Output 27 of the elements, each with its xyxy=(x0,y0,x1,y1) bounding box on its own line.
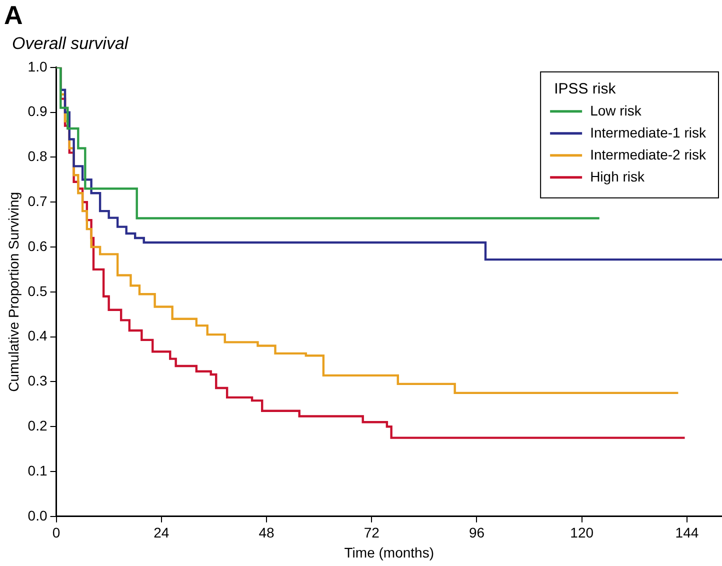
legend-label: Intermediate-2 risk xyxy=(590,146,707,162)
chart-title: Overall survival xyxy=(12,34,128,54)
y-tick-label: 0.7 xyxy=(28,192,48,209)
y-tick-label: 1.0 xyxy=(28,58,48,74)
y-tick-label: 0.8 xyxy=(28,148,48,164)
x-axis-title: Time (months) xyxy=(344,544,434,560)
legend-label: High risk xyxy=(590,168,646,184)
x-tick-label: 96 xyxy=(468,524,485,541)
y-tick-label: 0.0 xyxy=(28,507,48,524)
y-tick-label: 0.4 xyxy=(28,328,48,344)
legend-label: Intermediate-1 risk xyxy=(590,124,707,140)
text: A xyxy=(4,0,23,31)
y-tick-label: 0.3 xyxy=(28,372,48,389)
y-tick-label: 0.5 xyxy=(28,282,48,299)
x-tick-label: 24 xyxy=(154,524,170,541)
x-tick-label: 120 xyxy=(570,524,594,541)
x-tick-label: 48 xyxy=(258,524,274,541)
y-tick-label: 0.1 xyxy=(28,462,48,478)
x-tick-label: 72 xyxy=(364,524,380,541)
legend-title: IPSS risk xyxy=(554,80,616,98)
x-tick-label: 0 xyxy=(52,524,60,541)
y-axis-title: Cumulative Proportion Surviving xyxy=(5,192,22,392)
x-tick-label: 144 xyxy=(675,524,699,541)
y-tick-label: 0.2 xyxy=(28,417,48,434)
y-tick-label: 0.9 xyxy=(28,103,48,120)
legend-label: Low risk xyxy=(590,102,642,118)
y-tick-label: 0.6 xyxy=(28,238,48,254)
